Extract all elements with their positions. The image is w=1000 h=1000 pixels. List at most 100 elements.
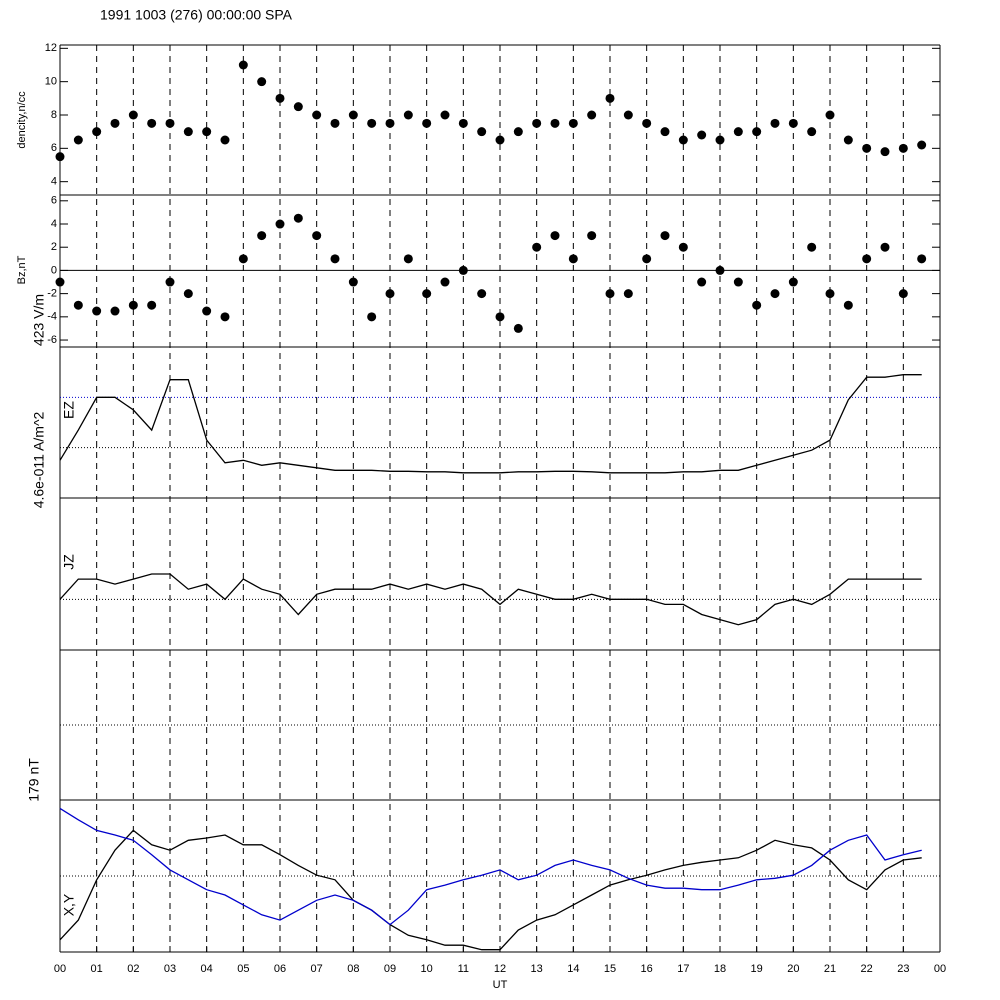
data-point xyxy=(587,110,597,120)
data-point xyxy=(275,219,285,229)
data-point xyxy=(128,300,138,310)
data-point xyxy=(220,312,230,322)
data-point xyxy=(73,300,83,310)
data-point xyxy=(422,289,432,299)
y-axis-label: dencity,n/cc xyxy=(16,91,28,149)
y-tick-label: 6 xyxy=(51,142,57,154)
data-point xyxy=(770,289,780,299)
x-tick-label: 07 xyxy=(311,963,323,975)
data-point xyxy=(642,254,652,264)
data-point xyxy=(660,231,670,241)
x-tick-label: 17 xyxy=(677,963,689,975)
data-point xyxy=(385,118,395,128)
x-tick-label: 15 xyxy=(604,963,616,975)
x-tick-label: 02 xyxy=(127,963,139,975)
data-point xyxy=(495,135,505,145)
y-tick-label: 8 xyxy=(51,109,57,121)
data-point xyxy=(917,140,927,150)
data-point xyxy=(348,277,358,287)
data-point xyxy=(568,118,578,128)
y-tick-label: 10 xyxy=(45,76,57,88)
data-point xyxy=(257,231,267,241)
data-point xyxy=(422,118,432,128)
data-point xyxy=(715,135,725,145)
x-tick-label: 19 xyxy=(751,963,763,975)
data-point xyxy=(678,242,688,252)
data-line xyxy=(59,829,922,951)
x-tick-label: 08 xyxy=(347,963,359,975)
data-point xyxy=(238,254,248,264)
data-point xyxy=(55,152,65,162)
panel-label: JZ xyxy=(61,554,77,570)
y-tick-label: -2 xyxy=(47,288,57,300)
x-tick-label: 22 xyxy=(861,963,873,975)
data-point xyxy=(825,289,835,299)
data-point xyxy=(110,118,120,128)
data-point xyxy=(843,135,853,145)
data-point xyxy=(843,300,853,310)
data-point xyxy=(898,289,908,299)
data-point xyxy=(752,300,762,310)
data-point xyxy=(147,300,157,310)
data-point xyxy=(532,118,542,128)
data-point xyxy=(312,231,322,241)
data-point xyxy=(550,118,560,128)
data-point xyxy=(92,127,102,137)
data-point xyxy=(678,135,688,145)
data-point xyxy=(275,93,285,103)
x-tick-label: 05 xyxy=(237,963,249,975)
y-tick-label: -6 xyxy=(47,334,57,346)
x-tick-label: 00 xyxy=(54,963,66,975)
data-point xyxy=(733,277,743,287)
data-point xyxy=(312,110,322,120)
data-point xyxy=(458,118,468,128)
data-point xyxy=(293,102,303,112)
data-point xyxy=(587,231,597,241)
data-point xyxy=(862,143,872,153)
data-point xyxy=(660,127,670,137)
x-tick-label: 20 xyxy=(787,963,799,975)
x-tick-label: 18 xyxy=(714,963,726,975)
x-tick-label: 03 xyxy=(164,963,176,975)
chart-title: 1991 1003 (276) 00:00:00 SPA xyxy=(100,7,293,23)
data-point xyxy=(220,135,230,145)
data-point xyxy=(642,118,652,128)
data-point xyxy=(183,127,193,137)
x-tick-label: 13 xyxy=(531,963,543,975)
data-point xyxy=(568,254,578,264)
data-line xyxy=(59,807,922,926)
data-point xyxy=(495,312,505,322)
x-tick-label: 01 xyxy=(91,963,103,975)
x-tick-label: 00 xyxy=(934,963,946,975)
x-tick-label: 06 xyxy=(274,963,286,975)
data-point xyxy=(788,277,798,287)
y-tick-label: 12 xyxy=(45,42,57,54)
data-point xyxy=(532,242,542,252)
data-point xyxy=(147,118,157,128)
x-tick-label: 09 xyxy=(384,963,396,975)
data-point xyxy=(825,110,835,120)
data-point xyxy=(183,289,193,299)
data-point xyxy=(605,289,615,299)
data-point xyxy=(807,127,817,137)
data-point xyxy=(385,289,395,299)
data-point xyxy=(440,277,450,287)
x-axis-label: UT xyxy=(493,979,508,991)
y-tick-label: -4 xyxy=(47,311,57,323)
data-point xyxy=(477,127,487,137)
data-point xyxy=(367,118,377,128)
data-point xyxy=(880,242,890,252)
data-point xyxy=(623,110,633,120)
data-line xyxy=(59,374,922,474)
data-point xyxy=(440,110,450,120)
data-point xyxy=(550,231,560,241)
data-point xyxy=(477,289,487,299)
data-point xyxy=(348,110,358,120)
data-point xyxy=(330,254,340,264)
data-point xyxy=(202,306,212,316)
data-point xyxy=(807,242,817,252)
data-point xyxy=(623,289,633,299)
data-point xyxy=(770,118,780,128)
x-tick-label: 11 xyxy=(458,963,469,975)
y-axis-label: 179 nT xyxy=(26,758,42,802)
